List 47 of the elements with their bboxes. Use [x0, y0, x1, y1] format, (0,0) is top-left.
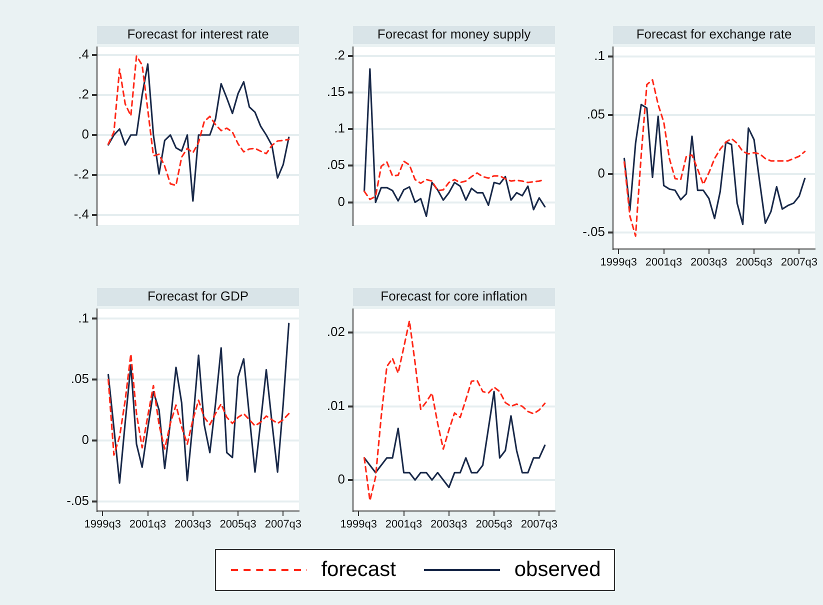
legend-label: observed — [514, 558, 601, 582]
x-tick-label: 2001q3 — [645, 256, 682, 269]
y-tick-label: .05 — [586, 106, 605, 122]
y-tick-label: -.05 — [582, 224, 605, 240]
x-tick-label: 1999q3 — [600, 256, 637, 269]
y-tick-label: .05 — [70, 371, 89, 386]
y-tick-label: .15 — [326, 84, 345, 99]
x-tick-label: 2005q3 — [476, 518, 512, 531]
x-tick-label: 1999q3 — [340, 518, 377, 531]
line-series — [107, 55, 290, 186]
y-tick-label: .05 — [326, 157, 345, 172]
x-tick-label: 2007q3 — [780, 256, 818, 269]
y-tick-label: .02 — [326, 324, 345, 340]
line-series — [623, 79, 806, 237]
y-tick-label: -.2 — [74, 166, 89, 182]
y-tick-label: 0 — [338, 194, 345, 209]
line-series — [363, 320, 546, 502]
legend-label: forecast — [321, 558, 396, 582]
y-tick-label: .1 — [594, 48, 605, 63]
y-tick-label: 0 — [338, 472, 345, 487]
x-tick-label: 2003q3 — [690, 256, 728, 269]
line-series — [107, 353, 290, 456]
y-tick-label: .4 — [78, 46, 89, 62]
y-tick-label: 0 — [82, 126, 89, 142]
y-tick-label: 0 — [82, 432, 89, 447]
x-tick-label: 2007q3 — [264, 518, 302, 531]
y-tick-label: .1 — [334, 120, 345, 136]
chart-title: Forecast for interest rate — [127, 26, 269, 42]
y-tick-label: .2 — [334, 47, 345, 62]
y-tick-label: -.4 — [74, 206, 89, 222]
x-tick-label: 2007q3 — [520, 518, 558, 531]
chart-title: Forecast for GDP — [147, 288, 249, 304]
y-tick-label: .2 — [78, 86, 89, 102]
x-tick-label: 2005q3 — [220, 518, 256, 531]
chart-title: Forecast for exchange rate — [636, 26, 792, 42]
chart-title: Forecast for core inflation — [380, 288, 528, 304]
y-tick-label: .1 — [78, 310, 89, 326]
x-tick-label: 2005q3 — [736, 256, 772, 269]
x-tick-label: 2001q3 — [129, 518, 166, 531]
x-tick-label: 1999q3 — [84, 518, 121, 531]
chart-title: Forecast for money supply — [377, 26, 532, 42]
x-tick-label: 2001q3 — [385, 518, 422, 531]
y-tick-label: -.05 — [66, 492, 89, 508]
x-tick-label: 2003q3 — [430, 518, 468, 531]
x-tick-label: 2003q3 — [174, 518, 212, 531]
y-tick-label: 0 — [598, 165, 605, 180]
y-tick-label: .01 — [326, 398, 345, 413]
